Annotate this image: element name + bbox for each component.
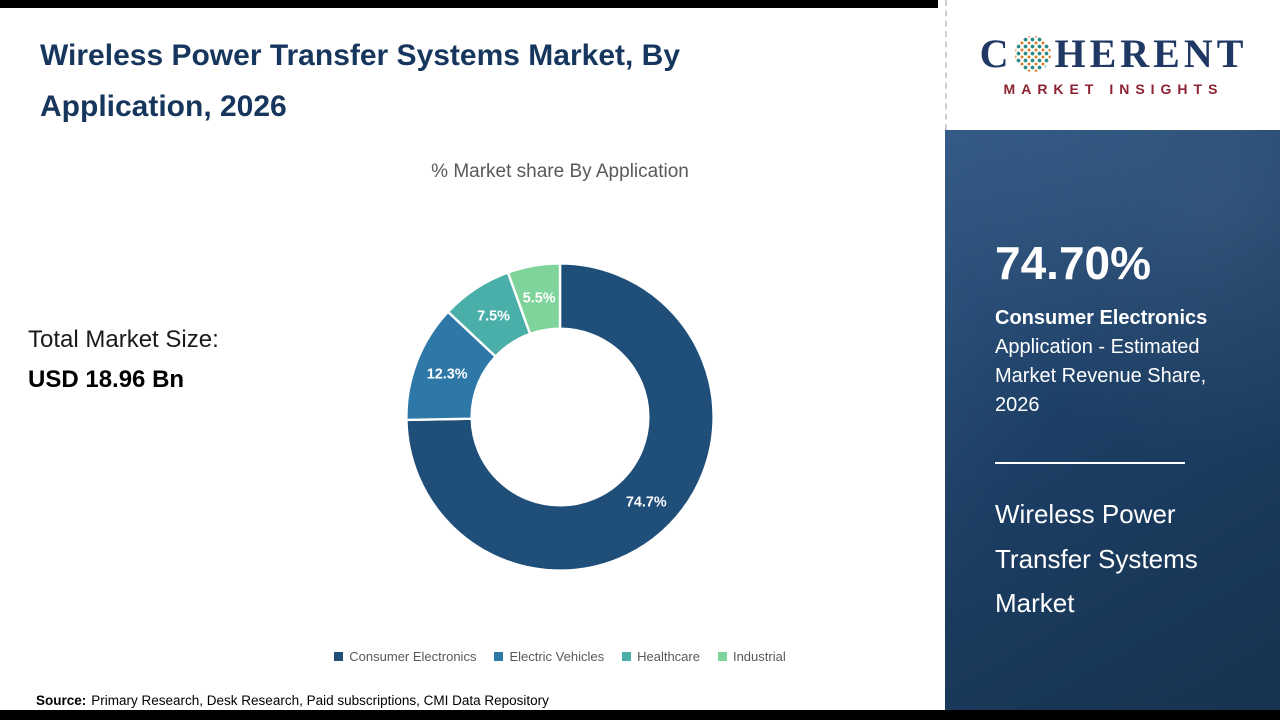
market-size-block: Total Market Size: USD 18.96 Bn bbox=[28, 326, 219, 394]
chart-title: % Market share By Application bbox=[431, 161, 689, 182]
legend-swatch bbox=[622, 652, 632, 661]
logo-area: C HERENT MARKET INSIGHTS bbox=[945, 0, 1280, 130]
source-label: Source: bbox=[36, 693, 87, 708]
legend-label: Healthcare bbox=[637, 649, 700, 664]
donut-chart: 74.7% 12.3% 7.5% 5.5% bbox=[368, 225, 752, 609]
source-text: Primary Research, Desk Research, Paid su… bbox=[91, 693, 549, 708]
sidebar-market-name: Wireless Power Transfer Systems Market bbox=[995, 499, 1198, 619]
market-size-value: USD 18.96 Bn bbox=[28, 366, 185, 393]
donut-segment-label: 7.5% bbox=[477, 309, 510, 325]
logo-letter-c: C bbox=[979, 30, 1013, 76]
legend-label: Electric Vehicles bbox=[509, 649, 605, 664]
sidebar-content: 74.70% Consumer Electronics Application … bbox=[945, 130, 1280, 626]
donut-segment-label: 5.5% bbox=[523, 291, 556, 307]
stat-value: 74.70% bbox=[995, 237, 1152, 289]
donut-segment-label: 12.3% bbox=[427, 366, 468, 382]
legend-label: Consumer Electronics bbox=[349, 649, 477, 664]
source-note: Source: Primary Research, Desk Research, … bbox=[36, 693, 549, 708]
legend-item: Electric Vehicles bbox=[494, 649, 604, 664]
market-size-label: Total Market Size: bbox=[28, 326, 219, 353]
sidebar-panel: 74.70% Consumer Electronics Application … bbox=[945, 130, 1280, 710]
top-border-bar bbox=[0, 0, 938, 8]
donut-segment-consumer-electronics bbox=[405, 262, 715, 572]
legend-item: Consumer Electronics bbox=[334, 649, 476, 664]
stat-description: Application - Estimated Market Revenue S… bbox=[995, 336, 1207, 416]
page-title: Wireless Power Transfer Systems Market, … bbox=[40, 39, 681, 123]
legend-swatch bbox=[334, 652, 344, 661]
brand-logo: C HERENT bbox=[979, 30, 1248, 76]
donut-chart-svg: 74.7% 12.3% 7.5% 5.5% bbox=[405, 262, 715, 572]
globe-icon bbox=[1015, 35, 1052, 72]
stat-title: Consumer Electronics bbox=[995, 307, 1208, 329]
logo-tagline: MARKET INSIGHTS bbox=[1003, 80, 1224, 97]
chart-legend: Consumer Electronics Electric Vehicles Hea… bbox=[250, 649, 870, 664]
legend-swatch bbox=[717, 652, 727, 661]
legend-swatch bbox=[494, 652, 504, 661]
sidebar-divider bbox=[995, 462, 1185, 464]
logo-letters-rest: HERENT bbox=[1054, 30, 1248, 76]
legend-item: Industrial bbox=[717, 649, 786, 664]
legend-label: Industrial bbox=[732, 649, 786, 664]
legend-item: Healthcare bbox=[622, 649, 700, 664]
bottom-border-bar bbox=[0, 710, 1280, 720]
donut-segment-label: 74.7% bbox=[626, 495, 667, 511]
donut-segment-industrial bbox=[506, 262, 562, 336]
